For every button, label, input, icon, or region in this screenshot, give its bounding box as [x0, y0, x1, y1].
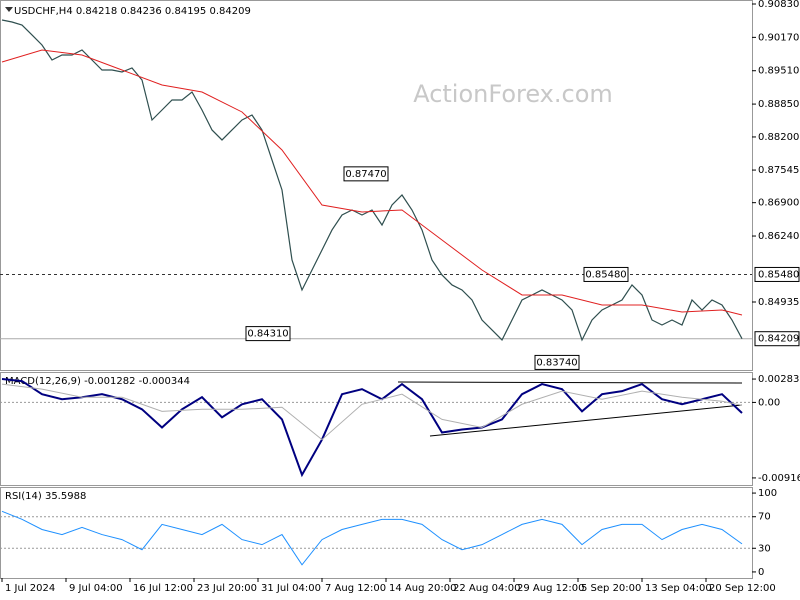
y-tick-label: 30: [758, 543, 771, 554]
y-tick-label: 0.87545: [758, 165, 799, 176]
annotation-box: [583, 266, 629, 282]
y-tick-label: 0.90170: [758, 32, 799, 43]
rsi-panel: [0, 487, 753, 579]
price-label: 0.84209: [758, 334, 799, 345]
x-tick-label: 7 Aug 12:00: [325, 583, 386, 594]
macd-trendline-top: [397, 381, 743, 384]
collapse-icon: [5, 7, 13, 12]
macd-panel: [0, 372, 753, 486]
x-tick-label: 31 Jul 04:00: [261, 583, 321, 594]
y-tick-label: 0.88200: [758, 132, 799, 143]
price-panel: [0, 0, 753, 371]
y-tick-label: -0.009161: [758, 473, 800, 484]
x-tick-label: 29 Aug 12:00: [517, 583, 584, 594]
series-line: [1, 19, 743, 342]
y-tick-label: 70: [758, 512, 771, 523]
y-tick-label: 0.002835: [758, 374, 800, 385]
y-tick-label: 0: [758, 567, 764, 578]
y-tick-label: 0.88850: [758, 99, 799, 110]
x-tick-label: 22 Aug 04:00: [453, 583, 520, 594]
y-tick-label: 0.86900: [758, 198, 799, 209]
annotation-box: [534, 354, 580, 370]
series-line: [1, 510, 743, 566]
annotation-box: [343, 166, 389, 182]
x-tick-label: 14 Aug 20:00: [389, 583, 456, 594]
x-tick-label: 23 Jul 20:00: [197, 583, 257, 594]
x-tick-label: 1 Jul 2024: [5, 583, 55, 594]
series-line: [1, 378, 743, 478]
series-line: [1, 383, 743, 441]
y-tick-label: 0.90830: [758, 0, 799, 10]
y-tick-label: 0.86240: [758, 231, 799, 242]
annotation-label: 0.87470: [345, 169, 386, 180]
y-tick-label: 0.00: [758, 397, 780, 408]
panel-title: RSI(14) 35.5988: [5, 491, 86, 502]
y-tick-label: 0.84935: [758, 297, 799, 308]
panel-title: USDCHF,H4 0.84218 0.84236 0.84195 0.8420…: [14, 6, 251, 17]
watermark: ActionForex.com: [413, 80, 613, 108]
annotation-label: 0.83740: [536, 357, 577, 368]
x-tick-label: 5 Sep 20:00: [581, 583, 641, 594]
y-tick-label: 0.89510: [758, 66, 799, 77]
price-label-box: [754, 331, 800, 347]
series-line: [1, 49, 743, 316]
annotation-label: 0.84310: [247, 329, 288, 340]
x-tick-label: 16 Jul 12:00: [133, 583, 193, 594]
price-label-box: [754, 266, 800, 282]
x-tick-label: 13 Sep 04:00: [645, 583, 712, 594]
annotation-label: 0.85480: [585, 269, 626, 280]
x-tick-label: 9 Jul 04:00: [69, 583, 123, 594]
annotation-box: [245, 326, 291, 342]
x-tick-label: 20 Sep 12:00: [709, 583, 776, 594]
macd-trendline-bottom: [429, 404, 743, 437]
panel-title: MACD(12,26,9) -0.001282 -0.000344: [5, 376, 190, 387]
y-tick-label: 100: [758, 488, 777, 499]
price-label: 0.85480: [758, 269, 799, 280]
